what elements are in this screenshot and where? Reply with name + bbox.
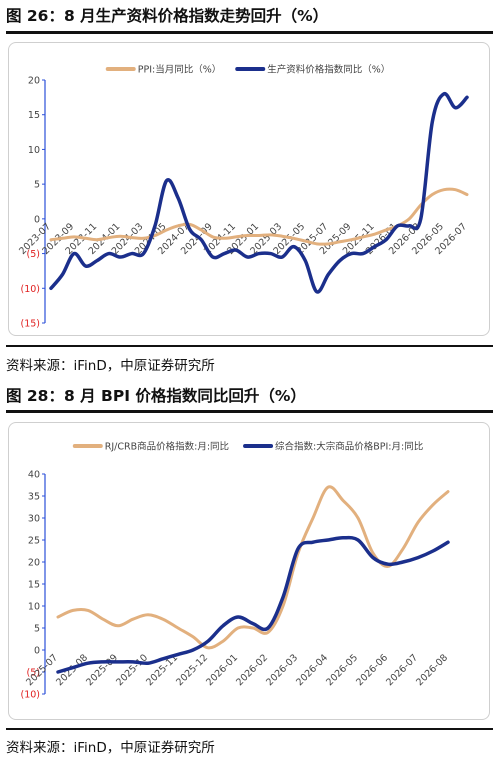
y-tick-label: 20 — [28, 558, 40, 569]
y-tick-label: 35 — [28, 492, 40, 503]
y-tick-label: 0 — [34, 214, 40, 225]
rule — [6, 728, 493, 730]
y-tick-label: 5 — [34, 624, 40, 635]
x-tick-label: 2025-09 — [84, 652, 120, 688]
figure-title: 图 28：8 月 BPI 价格指数同比回升（%） — [6, 387, 306, 405]
legend-label: RJ/CRB商品价格指数:月:同比 — [105, 441, 229, 453]
y-tick-label: 10 — [28, 145, 40, 156]
data-line — [56, 535, 450, 674]
y-tick-label: (5) — [27, 668, 40, 679]
legend-item: 综合指数:大宗商品价格BPI:月:同比 — [243, 441, 423, 453]
source: 资料来源：iFinD，中原证券研究所 — [6, 358, 215, 374]
x-tick-label: 2025-12 — [174, 652, 210, 688]
y-tick-label: (10) — [20, 284, 40, 295]
rule — [6, 345, 493, 347]
legend-item: PPI:当月同比（%） — [105, 64, 222, 76]
legend-label: 综合指数:大宗商品价格BPI:月:同比 — [275, 441, 423, 453]
y-tick-label: 0 — [34, 646, 40, 657]
x-tick-label: 2026-04 — [294, 652, 330, 688]
x-tick-label: 2026-05 — [324, 652, 360, 688]
data-line — [56, 485, 450, 650]
y-tick-label: 30 — [28, 514, 40, 525]
source: 资料来源：iFinD，中原证券研究所 — [6, 740, 215, 756]
y-tick-label: 15 — [28, 110, 40, 121]
legend-item: RJ/CRB商品价格指数:月:同比 — [72, 441, 229, 453]
x-tick-label: 2026-03 — [264, 652, 300, 688]
x-tick-label: 2026-01 — [204, 652, 240, 688]
chart: (10)(5)05101520253035402025-072025-08202… — [20, 441, 450, 701]
x-tick-label: 2026-08 — [414, 652, 450, 688]
y-tick-label: 15 — [28, 580, 40, 591]
y-tick-label: 40 — [28, 470, 40, 481]
figure-title: 图 26：8 月生产资料价格指数走势回升（%） — [6, 7, 329, 25]
x-tick-label: 2026-02 — [234, 652, 270, 688]
y-tick-label: (15) — [20, 319, 40, 330]
data-line — [49, 92, 469, 294]
y-tick-label: (10) — [20, 690, 40, 701]
x-tick-label: 2025-10 — [114, 652, 150, 688]
legend-label: 生产资料价格指数同比（%） — [267, 64, 390, 76]
x-tick-label: 2026-07 — [384, 652, 420, 688]
legend-item: 生产资料价格指数同比（%） — [235, 64, 390, 76]
y-tick-label: 10 — [28, 602, 40, 613]
y-tick-label: 25 — [28, 536, 40, 547]
y-tick-label: 5 — [34, 180, 40, 191]
chart-frame: (15) (10) (5) 0 5 10 15 20 2023-07 2023-09 2023-11… — [8, 42, 490, 336]
y-tick-label: (5) — [27, 249, 40, 260]
rule — [6, 31, 493, 34]
legend-label: PPI:当月同比（%） — [138, 64, 222, 76]
chart: (15)(10)(5)051015202023-072023-092023-11… — [17, 64, 469, 330]
chart-frame: (10) (5) 0 5 10 15 20 25 30 35 40 2025-07 2025-08 202… — [8, 422, 490, 720]
x-tick-label: 2026-06 — [354, 652, 390, 688]
y-tick-label: 20 — [28, 76, 40, 87]
rule — [6, 410, 493, 413]
